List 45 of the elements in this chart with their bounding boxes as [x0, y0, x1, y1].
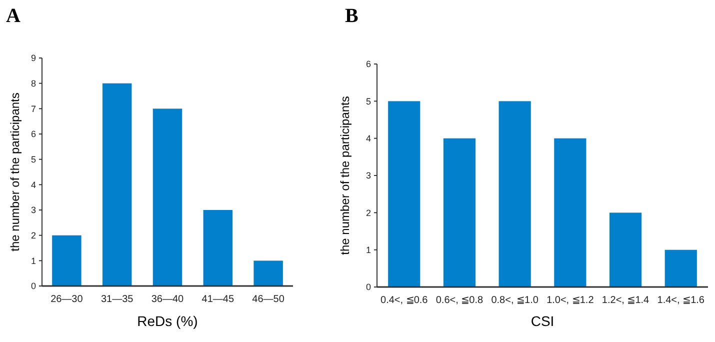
- x-tick-label: 1.4<, ≦1.6: [657, 295, 705, 306]
- x-tick-label: 1.2<, ≦1.4: [602, 295, 650, 306]
- y-axis-title: the number of the participants: [8, 92, 22, 252]
- x-tick-label: 0.4<, ≦0.6: [380, 295, 428, 306]
- y-tick-label: 1: [366, 244, 371, 255]
- y-tick-label: 9: [30, 53, 36, 64]
- bar: [203, 210, 233, 286]
- bar: [102, 83, 132, 286]
- y-tick-label: 0: [30, 281, 36, 292]
- x-tick-label: 31—35: [100, 294, 134, 305]
- bar: [388, 101, 420, 287]
- y-tick-label: 5: [366, 96, 371, 106]
- bar: [254, 260, 283, 286]
- y-tick-label: 2: [366, 208, 371, 218]
- x-tick-label: 46—50: [252, 294, 285, 305]
- y-tick-label: 2: [30, 230, 36, 240]
- x-tick-label: 0.6<, ≦0.8: [436, 295, 484, 306]
- bar: [443, 138, 476, 287]
- y-tick-label: 5: [30, 154, 36, 164]
- y-tick-label: 6: [366, 59, 371, 70]
- x-axis-title: ReDs (%): [137, 313, 198, 329]
- y-tick-label: 0: [366, 282, 371, 292]
- bar: [52, 235, 82, 286]
- bar: [664, 250, 697, 287]
- bar: [152, 108, 182, 286]
- bar: [554, 138, 586, 287]
- x-tick-label: 41—45: [202, 294, 234, 305]
- y-tick-label: 4: [366, 133, 371, 144]
- y-tick-label: 3: [366, 170, 371, 181]
- x-tick-label: 26—30: [50, 294, 84, 305]
- y-tick-label: 8: [30, 78, 36, 88]
- chart-title: A: [6, 5, 21, 27]
- y-tick-label: 7: [30, 104, 36, 114]
- x-tick-label: 1.0<, ≦1.2: [546, 295, 594, 306]
- x-axis-title: CSI: [530, 313, 554, 329]
- x-tick-label: 0.8<, ≦1.0: [491, 295, 539, 306]
- y-tick-label: 6: [30, 129, 36, 140]
- y-tick-label: 3: [30, 205, 36, 216]
- chart-title: B: [345, 5, 358, 27]
- y-tick-label: 4: [30, 180, 36, 190]
- y-axis-title: the number of the participants: [338, 96, 352, 255]
- x-tick-label: 36—40: [151, 294, 184, 305]
- bar: [609, 212, 642, 287]
- bar: [498, 101, 531, 287]
- y-tick-label: 1: [30, 256, 36, 266]
